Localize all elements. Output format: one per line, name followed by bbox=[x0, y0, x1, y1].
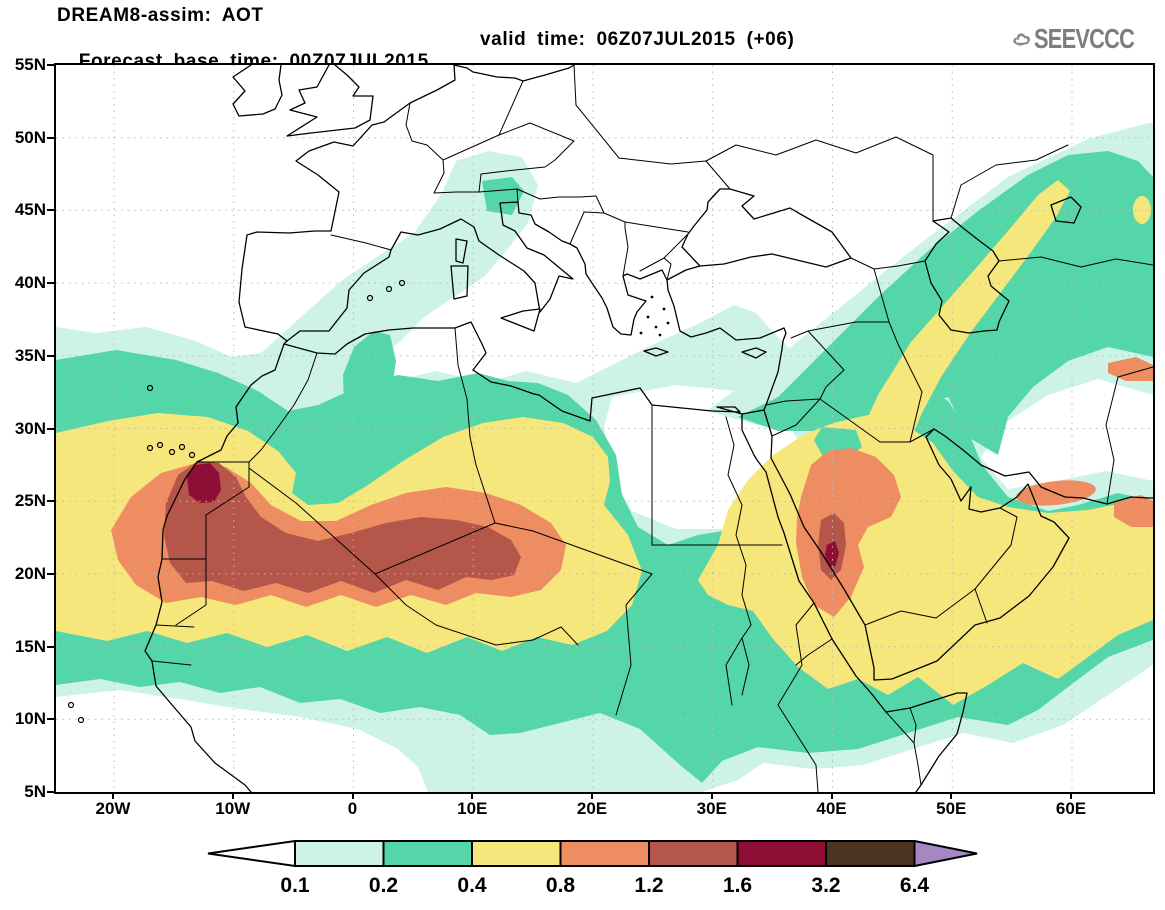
lat-tick bbox=[47, 64, 54, 66]
contour-map-svg bbox=[56, 65, 1153, 792]
lon-label-10W: 10W bbox=[215, 799, 251, 818]
lon-tick bbox=[830, 792, 833, 799]
colorbar-label: 6.4 bbox=[900, 874, 930, 897]
lon-label-20W: 20W bbox=[95, 799, 131, 818]
colorbar-cell bbox=[825, 840, 916, 867]
country-borders bbox=[151, 65, 1153, 792]
lat-label-25N: 25N bbox=[14, 491, 46, 511]
colorbar-label: 0.4 bbox=[457, 874, 487, 897]
lat-label-45N: 45N bbox=[14, 200, 46, 220]
lat-label-40N: 40N bbox=[14, 273, 46, 293]
lat-tick bbox=[47, 354, 54, 357]
cloud-icon bbox=[1013, 33, 1031, 46]
seevccc-logo: SEEVCCC bbox=[1012, 16, 1162, 62]
lon-label-20E: 20E bbox=[576, 799, 608, 818]
lat-tick bbox=[47, 500, 54, 503]
lon-tick bbox=[710, 792, 713, 799]
lon-tick bbox=[471, 792, 474, 799]
colorbar-cell bbox=[382, 840, 473, 867]
lat-label-15N: 15N bbox=[14, 636, 46, 656]
lon-tick bbox=[231, 792, 234, 799]
colorbar-svg: 0.1 0.2 0.4 0.8 1.2 1.6 3.2 6.4 bbox=[207, 839, 978, 897]
logo-text: SEEVCCC bbox=[1033, 23, 1135, 54]
colorbar-cell bbox=[648, 840, 739, 867]
graticule bbox=[56, 65, 1153, 792]
colorbar-overflow-arrow bbox=[913, 839, 978, 868]
lat-tick bbox=[47, 645, 54, 648]
lon-tick bbox=[112, 792, 114, 799]
lon-label-50E: 50E bbox=[936, 799, 967, 818]
colorbar-label: 0.2 bbox=[369, 874, 398, 897]
lon-label-40E: 40E bbox=[816, 799, 847, 818]
valid-time: valid time: 06Z07JUL2015 (+06) bbox=[480, 29, 795, 50]
island-outlines bbox=[67, 279, 406, 724]
colorbar-label: 1.6 bbox=[723, 874, 752, 897]
lat-tick bbox=[47, 136, 54, 139]
lat-tick bbox=[47, 718, 54, 721]
colorbar-underflow-arrow bbox=[207, 839, 296, 868]
aot-colorbar: 0.1 0.2 0.4 0.8 1.2 1.6 3.2 6.4 bbox=[0, 835, 1165, 905]
lon-tick bbox=[950, 792, 953, 799]
lat-tick bbox=[47, 427, 54, 430]
lat-label-20N: 20N bbox=[14, 563, 46, 583]
lon-tick bbox=[351, 792, 354, 799]
colorbar-cell bbox=[559, 840, 650, 867]
lat-label-30N: 30N bbox=[14, 418, 46, 438]
lat-label-35N: 35N bbox=[14, 345, 46, 365]
lat-label-10N: 10N bbox=[14, 709, 46, 729]
lat-label-50N: 50N bbox=[14, 127, 46, 147]
colorbar-cell bbox=[736, 840, 827, 867]
lat-tick bbox=[47, 572, 54, 575]
lat-label-5N: 5N bbox=[24, 782, 46, 801]
lat-label-55N: 55N bbox=[14, 55, 46, 74]
colorbar-cell bbox=[294, 840, 385, 867]
lon-label-30E: 30E bbox=[696, 799, 727, 818]
lat-tick bbox=[47, 282, 54, 285]
colorbar-label: 0.1 bbox=[280, 874, 310, 897]
lon-tick bbox=[1070, 792, 1072, 799]
colorbar-label: 0.8 bbox=[546, 874, 576, 897]
lon-label-0: 0 bbox=[347, 799, 358, 818]
aegean-islands bbox=[639, 295, 670, 337]
colorbar-cell bbox=[471, 840, 562, 867]
coastlines bbox=[144, 65, 1153, 792]
lon-label-60E: 60E bbox=[1055, 799, 1087, 818]
forecast-map bbox=[54, 63, 1155, 794]
lon-tick bbox=[591, 792, 593, 799]
lat-tick bbox=[47, 209, 54, 212]
lat-tick bbox=[47, 791, 54, 793]
lon-label-10E: 10E bbox=[457, 799, 488, 818]
page-title: DREAM8-assim: AOT bbox=[57, 5, 264, 26]
colorbar-label: 3.2 bbox=[811, 874, 840, 897]
colorbar-label: 1.2 bbox=[634, 874, 663, 897]
